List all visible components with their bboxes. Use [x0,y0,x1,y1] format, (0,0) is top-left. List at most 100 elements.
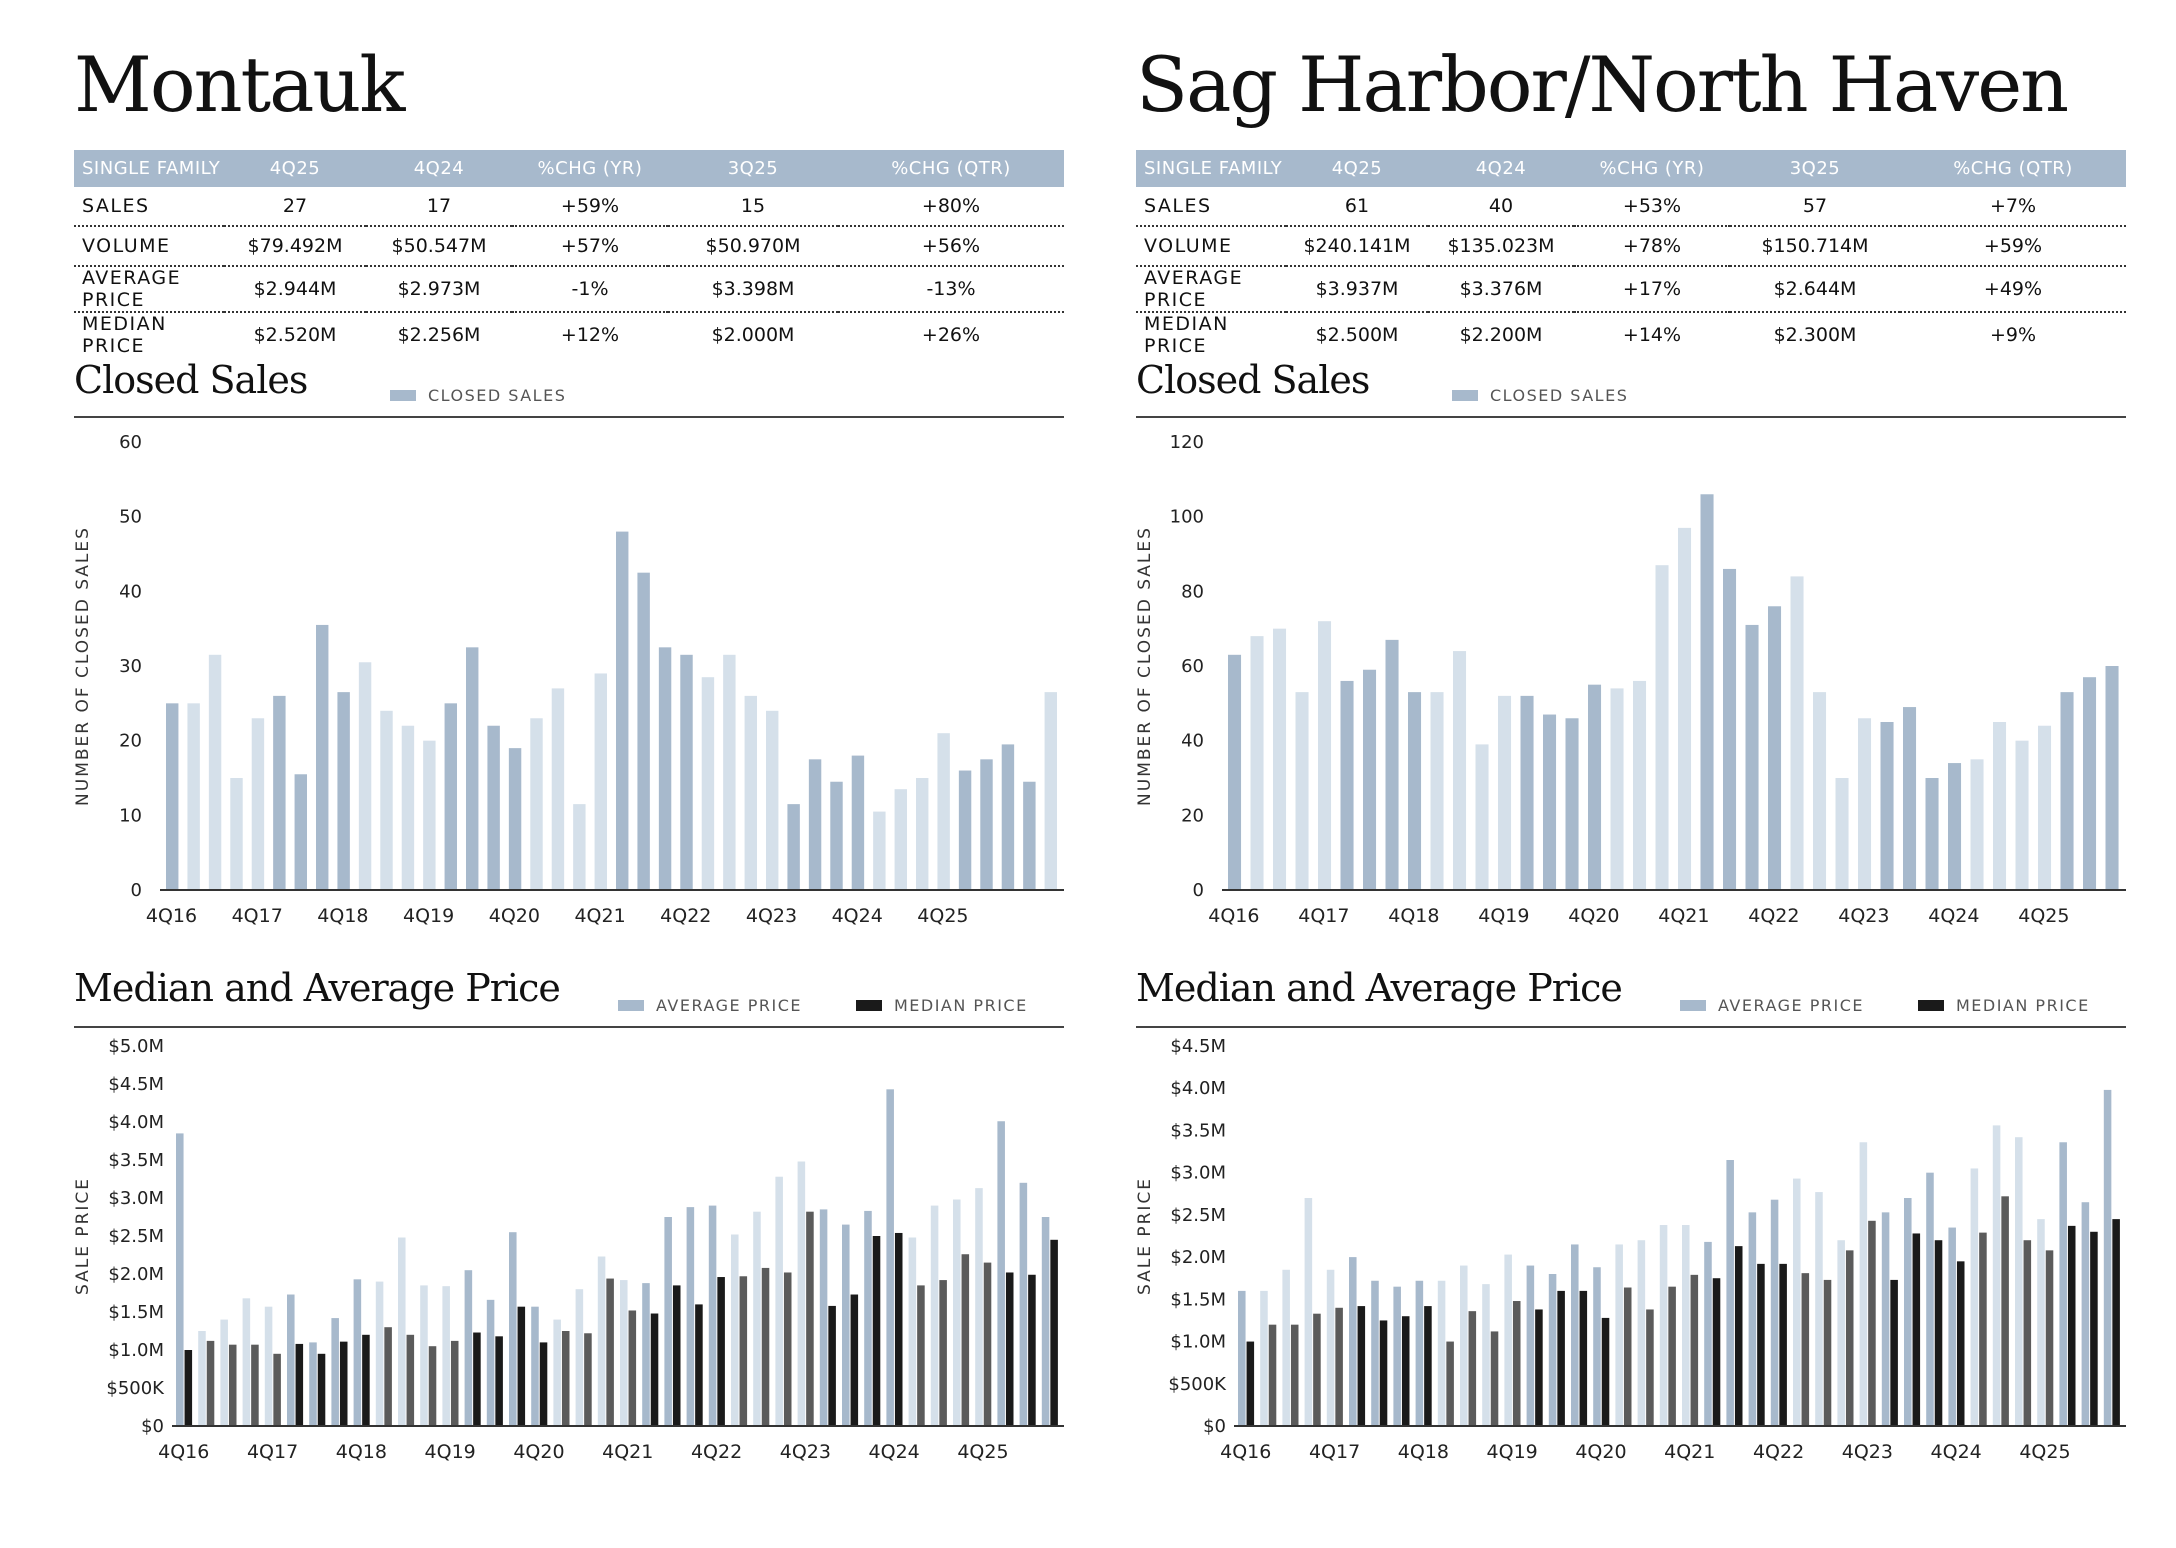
closed-sales-bar [744,695,757,890]
header-chg-yr: %CHG (YR) [512,150,668,187]
average-price-bar [886,1089,894,1426]
closed-sales-bar [1385,639,1399,890]
closed-sales-bar [1970,759,1984,890]
stats-row-sales: SALES 61 40 +53% 57 +7% [1136,187,2126,227]
closed-sales-bar [2083,677,2097,890]
y-tick-label: $0 [141,1416,164,1437]
average-price-bar [1948,1227,1956,1426]
median-price-bar [1845,1250,1854,1426]
y-axis-title: SALE PRICE [1136,1177,1155,1295]
stats-cell: 40 [1428,187,1574,227]
average-price-bar [1526,1265,1535,1426]
stats-cell: $2.520M [253,324,337,346]
median-price-bar [1601,1317,1610,1426]
x-tick-label: 4Q23 [1838,905,1889,927]
price-legend: AVERAGE PRICE MEDIAN PRICE [1680,996,2090,1015]
median-price-bar [1823,1279,1832,1426]
closed-sales-bar [1925,778,1939,890]
closed-sales-bar [487,725,500,890]
median-price-bar [717,1277,725,1426]
closed-sales-bar [658,647,672,890]
closed-sales-bar [1610,688,1624,890]
stats-cell: +57% [512,226,668,267]
closed-sales-bar [2060,692,2074,890]
median-price-bar [1712,1278,1721,1426]
legend-label: AVERAGE PRICE [1718,996,1864,1015]
average-price-bar [842,1224,850,1426]
y-tick-label: 50 [119,507,142,528]
closed-sales-bar [1835,778,1849,890]
stats-cell: $3.398M [668,266,838,313]
closed-sales-bar [1543,714,1557,890]
average-price-bar [442,1286,450,1426]
stats-row-average-price: AVERAGE PRICE $2.944M $2.973M -1% $3.398M -13… [74,266,1064,313]
closed-sales-bar [808,759,822,890]
closed-sales-bar [337,692,350,890]
closed-sales-bar [958,770,972,890]
y-tick-label: $0 [1203,1416,1226,1437]
median-price-bar [473,1332,481,1426]
closed-sales-bar [273,695,286,890]
median-price-bar [1357,1306,1366,1426]
x-tick-label: 4Q24 [1928,905,1979,927]
y-tick-label: $1.0M [108,1340,164,1361]
stats-cell: 61 [1286,187,1428,227]
average-price-bar [1415,1280,1424,1426]
legend-swatch [618,1000,644,1011]
average-price-bar [486,1299,495,1426]
legend-item-closed-sales: CLOSED SALES [1452,386,1628,405]
x-tick-label: 4Q17 [232,905,283,927]
average-price-bar [509,1232,517,1426]
stats-cell: $2.973M [366,266,512,313]
closed-sales-title: Closed Sales [74,358,308,402]
y-axis-title: SALE PRICE [74,1177,93,1295]
median-price-bar [295,1343,304,1426]
median-price-bar [1912,1233,1921,1426]
y-tick-label: $4.0M [108,1112,164,1133]
average-price-bar [708,1205,717,1426]
x-tick-label: 4Q22 [691,1441,742,1463]
x-tick-label: 4Q16 [158,1441,209,1463]
legend-swatch [855,1000,882,1011]
stats-header-row: SINGLE FAMILY 4Q25 4Q24 %CHG (YR) 3Q25 %… [1136,150,2126,187]
average-price-bar [597,1256,606,1426]
average-price-bar [1637,1240,1646,1426]
stats-row-average-price: AVERAGE PRICE $3.937M $3.376M +17% $2.644M +4… [1136,266,2126,313]
stats-cell: MEDIAN PRICE [1144,313,1229,357]
median-price-bar [517,1306,526,1426]
x-tick-label: 4Q19 [1478,905,1529,927]
average-price-bar [642,1283,650,1426]
stats-row-volume: VOLUME $79.492M $50.547M +57% $50.970M +56% [74,226,1064,267]
median-price-bar [2067,1225,2076,1426]
stats-cell: +26% [921,324,981,346]
closed-sales-title: Closed Sales [1136,358,1370,402]
y-tick-label: 0 [1193,880,1204,901]
x-tick-label: 4Q21 [1658,905,1709,927]
closed-sales-bar [1858,718,1872,890]
average-price-bar [1704,1241,1712,1426]
median-price-bar [2023,1240,2032,1426]
average-price-bar [1504,1254,1512,1426]
price-chart: $0 $500K $1.0M $1.5M $2.0M $2.5M $3.0M $3.5M $4.… [1136,1036,2126,1463]
average-price-bar [420,1285,428,1426]
y-tick-label: $1.5M [108,1302,164,1323]
y-tick-label: 40 [119,581,142,602]
stats-cell: +53% [1574,187,1730,227]
x-tick-label: 4Q17 [1298,905,1349,927]
header-3q25: 3Q25 [668,150,838,187]
median-price-bar [850,1294,859,1426]
legend-item-closed-sales: CLOSED SALES [390,386,566,405]
x-tick-label: 4Q24 [869,1441,920,1463]
header-3q25: 3Q25 [1730,150,1900,187]
stats-cell: -13% [838,266,1064,313]
average-price-bar [1371,1280,1379,1426]
stats-cell: $135.023M [1428,226,1574,267]
y-tick-label: 30 [119,656,142,677]
x-tick-label: 4Q20 [513,1441,564,1463]
y-tick-label: $5.0M [108,1036,164,1057]
median-price-bar [1623,1287,1632,1426]
stats-cell: +12% [560,324,620,346]
stats-cell: SALES [74,187,224,227]
header-4q25: 4Q25 [224,150,366,187]
y-tick-label: $2.5M [1170,1205,1226,1226]
